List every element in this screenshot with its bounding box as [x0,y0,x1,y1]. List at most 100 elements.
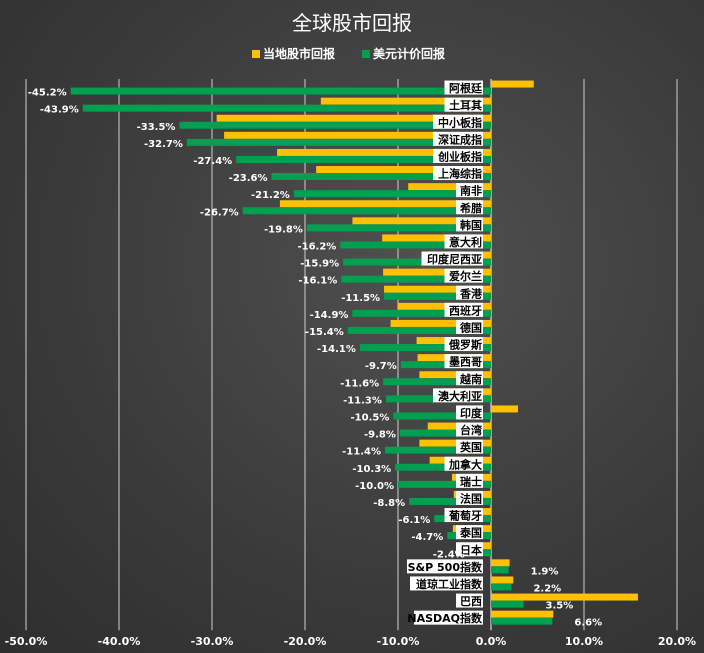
data-label-usd: -27.4% [193,156,232,167]
data-label-usd: -9.7% [365,361,397,372]
category-label: 法国 [460,491,482,505]
data-label-usd: -11.5% [341,293,380,304]
category-label: 香港 [459,286,483,300]
bar-usd-return [179,121,491,129]
category-label-bg [456,405,483,420]
category-label: 爱尔兰 [449,269,482,283]
x-tick-label: -50.0% [5,635,48,648]
bar-usd-return [82,104,491,112]
data-label-usd: -4.7% [411,532,443,543]
data-label-usd: -33.5% [137,122,176,133]
bar-local-return [408,183,491,191]
category-label: 印度 [460,406,483,420]
category-label-bg [433,388,483,403]
bar-local-return [224,131,491,139]
bar-usd-return [347,326,491,334]
category-label-bg [444,354,483,369]
bar-usd-return [384,446,491,454]
bar-local-return [279,200,491,208]
category-label-bg [433,166,483,181]
category-label: 上海综指 [438,167,482,181]
legend-label-usd: 美元计价回报 [373,46,445,61]
category-label: 希腊 [459,201,482,215]
bar-usd-return [341,275,491,283]
category-label: 意大利 [449,235,482,249]
category-label: 巴西 [460,595,482,608]
category-label-bg [444,337,483,352]
bar-usd-return [491,600,524,608]
legend-swatch-usd [362,50,370,58]
bar-local-return [491,593,638,601]
bar-usd-return [340,241,491,249]
bar-usd-return [343,258,491,266]
category-label-bg [444,80,483,95]
category-label-bg [444,234,483,249]
bar-local-return [491,405,518,413]
bar-local-return [477,542,491,550]
x-tick-label: 20.0% [658,635,696,648]
bar-usd-return [359,344,491,352]
category-label-bg [456,439,483,454]
category-label-bg [444,302,483,317]
data-label-usd: -2.4% [433,549,465,560]
bar-local-return [491,80,534,88]
category-label: 创业板指 [437,149,482,163]
category-label: 墨西哥 [449,356,482,369]
category-label: 瑞士 [460,474,482,488]
bar-usd-return [409,497,491,505]
x-tick-label: -40.0% [98,635,141,648]
bar-usd-return [236,155,491,163]
category-label: 加拿大 [448,457,482,471]
data-label-usd: -15.9% [300,259,339,270]
category-label-bg [456,285,483,300]
data-label-usd: -43.9% [40,105,79,116]
category-label-bg [410,576,483,591]
bar-local-return [277,148,491,156]
data-label-usd: -14.1% [317,344,356,355]
bar-local-return [320,97,491,105]
bar-usd-return [306,224,491,232]
bar-usd-return [395,463,491,471]
category-label: 韩国 [460,218,482,232]
data-label-usd: -14.9% [310,310,349,321]
bar-usd-return [491,566,509,574]
bar-usd-return [242,207,491,215]
data-label-usd: -45.2% [28,88,67,99]
bar-local-return [316,166,491,174]
legend: 当地股市回报 美元计价回报 [252,46,445,61]
category-label-bg [456,525,483,540]
data-label-usd: 2.2% [533,583,561,594]
data-label-usd: -11.6% [340,378,379,389]
data-label-usd: -10.3% [352,464,391,475]
category-label-bg [456,217,483,232]
category-label: 中小板指 [438,115,482,129]
category-label-bg [421,251,483,266]
category-label: 葡萄牙 [448,509,482,523]
bar-usd-return [352,309,491,317]
category-label: 俄罗斯 [448,338,482,352]
data-label-usd: 3.5% [546,601,574,612]
category-label: 西班牙 [449,303,482,317]
data-label-usd: -23.6% [229,173,268,184]
data-label-usd: -10.0% [355,481,394,492]
data-label-usd: -16.1% [298,276,337,287]
data-label-usd: -8.8% [373,498,405,509]
x-tick-label: -30.0% [191,635,234,648]
category-label: 阿根廷 [449,81,483,95]
data-label-usd: -16.2% [297,241,336,252]
bar-usd-return [383,378,491,386]
data-label-usd: -11.4% [342,447,381,458]
category-label: 台湾 [460,423,482,437]
category-label: 深证成指 [438,132,482,146]
data-label-usd: -26.7% [200,207,239,218]
bar-local-return [491,576,514,584]
category-label: 南非 [460,184,482,198]
bar-local-return [390,319,491,327]
category-label-bg [433,148,483,163]
category-label-bg [456,593,483,608]
bar-local-return [383,268,491,276]
bar-local-return [491,559,510,567]
category-label-bg [456,473,483,488]
bar-usd-return [271,173,491,181]
